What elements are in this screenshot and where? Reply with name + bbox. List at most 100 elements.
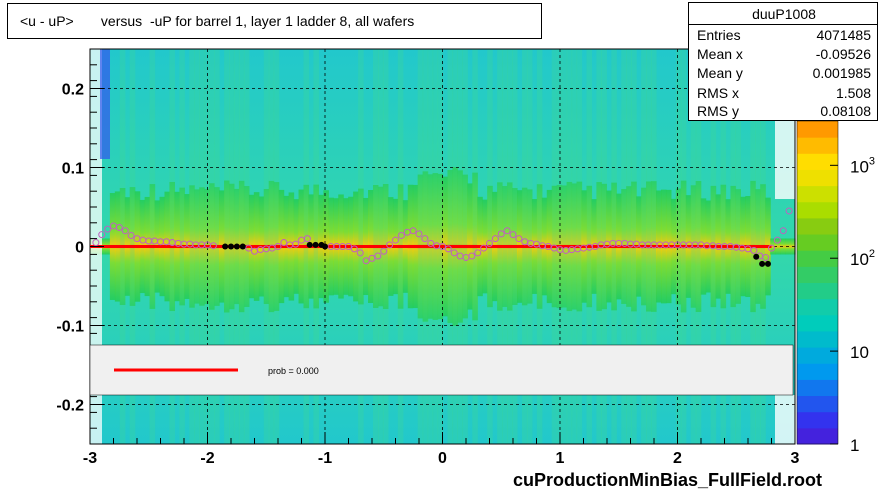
profile-point-open: [280, 239, 288, 247]
x-tick-label: 1: [556, 450, 565, 467]
palette-swatch: [797, 250, 838, 267]
profile-point-open: [779, 227, 787, 235]
profile-point-open: [773, 236, 781, 244]
palette-frame: [796, 120, 839, 445]
profile-point-open: [468, 252, 476, 260]
stats-box: duuP1008 Entries 4071485 Mean x -0.09526…: [688, 2, 878, 121]
stat-value: 0.001985: [812, 65, 871, 81]
profile-point-filled: [753, 253, 760, 260]
profile-points: [92, 207, 793, 267]
stats-title: duuP1008: [752, 6, 816, 22]
palette-tick-label: 10: [850, 343, 869, 362]
profile-point-open: [362, 257, 370, 265]
stat-row-rms-x: RMS x 1.508: [697, 85, 871, 103]
profile-point-open: [409, 227, 417, 235]
profile-point-open: [380, 247, 388, 255]
stat-value: -0.09526: [815, 46, 871, 62]
profile-point-open: [750, 246, 758, 254]
palette-swatch: [797, 411, 838, 429]
heatmap-edge-right-low: [775, 395, 795, 444]
stat-row-mean-y: Mean y 0.001985: [697, 65, 871, 83]
profile-point-open: [474, 249, 482, 257]
y-tick-label: 0.2: [62, 82, 84, 99]
heatmap-core-column: [775, 238, 781, 255]
stats-divider: [689, 24, 877, 25]
x-tick-label: -2: [200, 450, 214, 467]
stat-key: Mean x: [697, 46, 743, 62]
profile-point-open: [121, 227, 129, 235]
profile-point-filled: [312, 241, 319, 248]
profile-point-open: [127, 231, 135, 239]
stat-key: Entries: [697, 27, 741, 43]
y-tick-label: -0.1: [56, 319, 84, 336]
stat-key: RMS y: [697, 103, 739, 119]
color-palette: 1 10 102 103: [796, 120, 875, 455]
legend-box: prob = 0.000: [89, 344, 794, 396]
profile-point-open: [768, 244, 775, 252]
palette-swatch: [797, 379, 838, 397]
palette-swatch: [797, 137, 838, 154]
palette-tick-exponent: 3: [869, 155, 875, 167]
stat-key: RMS x: [697, 85, 739, 101]
profile-point-open: [450, 249, 458, 257]
palette-swatch: [797, 282, 838, 300]
profile-point-open: [386, 241, 394, 249]
x-tick-label: -3: [83, 450, 97, 467]
profile-point-filled: [233, 243, 240, 250]
profile-point-filled: [759, 260, 766, 267]
x-tick-label: -1: [318, 450, 332, 467]
legend-label: prob = 0.000: [268, 366, 319, 376]
palette-swatch: [797, 314, 838, 332]
profile-point-open: [350, 245, 358, 253]
profile-point-open: [421, 235, 429, 243]
stat-row-entries: Entries 4071485: [697, 27, 871, 45]
profile-point-filled: [322, 243, 328, 250]
palette-tick-exponent: 2: [869, 248, 875, 260]
palette-tick-label: 1: [850, 436, 859, 455]
palette-swatch: [797, 427, 838, 445]
profile-point-open: [98, 231, 106, 239]
palette-swatch: [797, 234, 838, 251]
profile-point-filled: [764, 260, 771, 267]
profile-point-open: [374, 252, 382, 260]
profile-point-open: [503, 227, 511, 235]
profile-point-open: [444, 245, 452, 253]
stat-row-mean-x: Mean x -0.09526: [697, 46, 871, 64]
x-tick-label: 3: [791, 450, 800, 467]
profile-point-open: [274, 243, 282, 250]
profile-point-open: [92, 239, 100, 247]
profile-point-open: [439, 243, 446, 250]
palette-swatch: [797, 185, 838, 203]
profile-point-open: [762, 254, 770, 262]
profile-point-open: [392, 236, 399, 244]
heatmap-core-column: [770, 238, 776, 255]
palette-swatch: [797, 363, 838, 380]
profile-point-open: [515, 235, 523, 243]
palette-swatch: [797, 347, 838, 364]
profile-point-filled: [222, 243, 229, 250]
profile-point-open: [115, 224, 123, 232]
title-box: <u - uP> versus -uP for barrel 1, layer …: [7, 3, 542, 39]
palette-swatch: [797, 121, 838, 138]
profile-point-open: [497, 230, 505, 238]
footer-filename: cuProductionMinBias_FullField.root: [512, 470, 822, 490]
profile-point-open: [292, 240, 300, 248]
y-tick-label: -0.2: [56, 398, 84, 415]
stat-value: 1.508: [835, 85, 871, 101]
palette-tick-label: 102: [850, 248, 875, 269]
profile-point-open: [368, 254, 376, 262]
profile-point-open: [345, 243, 352, 250]
heatmap-edge-blue: [100, 49, 110, 159]
stat-value: 0.08108: [820, 103, 871, 119]
stat-row-rms-y: RMS y 0.08108: [697, 103, 871, 121]
y-tick-label: 0.1: [62, 161, 84, 178]
profile-point-open: [415, 230, 423, 238]
palette-swatch: [797, 201, 838, 219]
profile-point-open: [303, 235, 311, 243]
palette-swatch: [797, 330, 838, 348]
profile-point-open: [480, 244, 488, 252]
profile-point-open: [356, 249, 364, 257]
profile-point-open: [427, 239, 435, 247]
palette-swatch: [797, 153, 838, 170]
